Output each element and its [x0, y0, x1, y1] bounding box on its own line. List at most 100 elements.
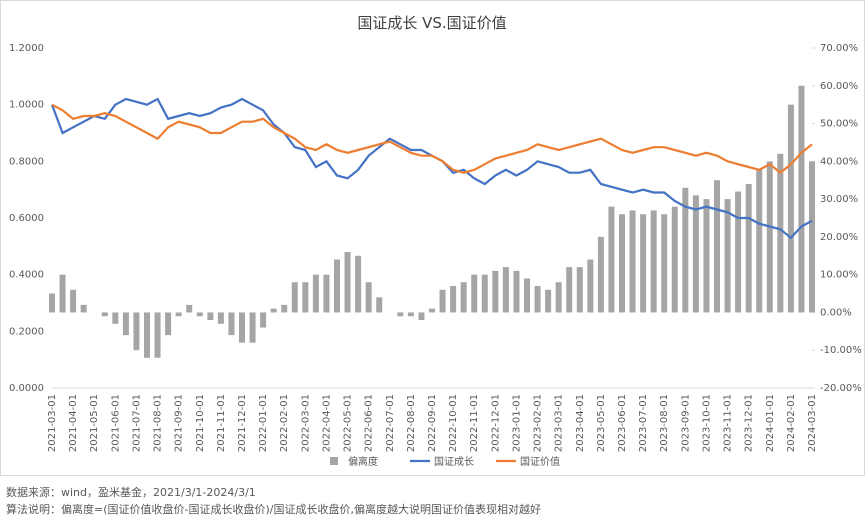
bar [471, 274, 478, 313]
bar [724, 199, 731, 313]
x-tick-label: 2021-05-01 [89, 394, 100, 452]
x-tick-label: 2022-02-01 [279, 394, 290, 452]
y2-tick-label: 10.00% [820, 270, 858, 281]
bar [545, 289, 552, 313]
bar [175, 312, 182, 317]
x-tick-label: 2021-11-01 [216, 394, 227, 452]
legend-label: 国证成长 [434, 456, 474, 468]
bar [429, 308, 435, 313]
bar [809, 161, 815, 313]
bar [418, 312, 425, 320]
x-tick-label: 2023-05-01 [596, 394, 607, 452]
bar [323, 274, 330, 313]
y-tick-label: 0.2000 [9, 326, 44, 337]
bar [186, 304, 193, 313]
bar [196, 312, 203, 317]
bar [682, 187, 689, 313]
x-tick-label: 2021-12-01 [237, 394, 248, 452]
x-tick-label: 2021-03-01 [47, 394, 58, 452]
x-tick-label: 2022-11-01 [469, 394, 480, 452]
bar [154, 312, 161, 358]
x-tick-label: 2023-02-01 [533, 394, 544, 452]
line [51, 103, 813, 175]
bar [217, 312, 224, 324]
bar [714, 180, 720, 313]
x-tick-label: 2024-01-01 [765, 394, 776, 452]
x-tick-label: 2021-07-01 [131, 394, 142, 452]
bar [291, 282, 298, 313]
bar [608, 206, 615, 313]
bar [165, 312, 172, 336]
bar [122, 312, 129, 336]
y-tick-label: 0.6000 [9, 213, 44, 224]
x-tick-label: 2022-07-01 [385, 394, 396, 452]
x-tick-label: 2024-02-01 [786, 394, 797, 452]
bar [703, 199, 710, 313]
x-tick-label: 2022-10-01 [448, 394, 459, 452]
bar [249, 312, 256, 343]
bar [661, 214, 668, 313]
legend-label: 偏离度 [348, 455, 378, 468]
x-tick-label: 2022-09-01 [427, 394, 438, 452]
bar [650, 210, 657, 313]
x-tick-label: 2023-10-01 [701, 394, 712, 452]
bar [735, 191, 742, 313]
y-tick-label: 1.0000 [9, 100, 44, 111]
bar [302, 282, 309, 313]
x-tick-label: 2021-04-01 [68, 394, 79, 452]
bar [70, 289, 77, 313]
bar [756, 168, 763, 313]
bar [312, 274, 319, 313]
bar [629, 210, 636, 313]
bar [640, 214, 647, 313]
bar [133, 312, 140, 351]
x-tick-label: 2023-03-01 [554, 394, 565, 452]
bar [439, 289, 446, 313]
y2-tick-label: 0.00% [820, 307, 852, 318]
bar [207, 312, 214, 320]
x-tick-label: 2022-01-01 [258, 394, 269, 452]
bar [80, 304, 87, 313]
legend-label: 国证价值 [520, 455, 560, 468]
x-tick-label: 2023-12-01 [744, 394, 755, 452]
bar [376, 297, 383, 313]
bar [745, 184, 752, 313]
bar [798, 85, 805, 313]
x-tick-label: 2021-08-01 [153, 394, 164, 452]
x-tick-label: 2023-07-01 [638, 394, 649, 452]
bar [587, 259, 594, 313]
y2-tick-label: 50.00% [820, 119, 858, 130]
bar [671, 206, 678, 313]
x-tick-label: 2021-09-01 [174, 394, 185, 452]
bar [513, 270, 520, 313]
x-tick-label: 2022-08-01 [406, 394, 417, 452]
bar [228, 312, 235, 336]
bar [534, 286, 541, 313]
bar [787, 104, 794, 313]
x-tick-label: 2022-03-01 [300, 394, 311, 452]
bar [597, 236, 604, 313]
y2-tick-label: 30.00% [820, 194, 858, 205]
bar [524, 278, 530, 313]
y2-tick-label: -10.00% [820, 345, 862, 356]
bar [144, 312, 150, 358]
x-tick-label: 2023-01-01 [511, 394, 522, 452]
x-tick-label: 2022-12-01 [490, 394, 501, 452]
x-tick-label: 2023-08-01 [659, 394, 670, 452]
y2-tick-label: 60.00% [820, 81, 858, 92]
bar [397, 312, 404, 317]
bar [49, 293, 55, 313]
bar [576, 267, 583, 313]
x-tick-label: 2023-11-01 [723, 394, 734, 452]
x-tick-label: 2022-05-01 [343, 394, 354, 452]
legend-swatch [330, 457, 338, 465]
bar [59, 274, 66, 313]
bar [555, 282, 562, 313]
x-tick-label: 2023-04-01 [575, 394, 586, 452]
y2-tick-label: -20.00% [820, 383, 862, 394]
bar [407, 312, 414, 317]
y2-tick-label: 20.00% [820, 232, 858, 243]
bar [101, 312, 108, 317]
y2-tick-label: 40.00% [820, 156, 858, 167]
